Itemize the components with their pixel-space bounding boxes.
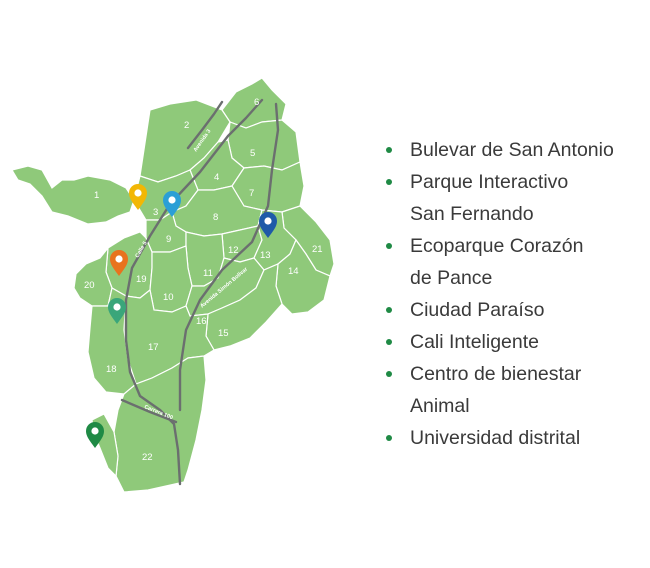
bullet-icon: [386, 243, 392, 249]
district-number-3: 3: [153, 207, 158, 218]
district-5: [227, 119, 301, 171]
legend-item-label: Ciudad Paraíso: [410, 299, 545, 321]
legend-item: Cali Inteligente: [380, 326, 614, 358]
places-legend: Bulevar de San Antonio Parque Interactiv…: [380, 134, 614, 454]
district-number-17: 17: [148, 342, 159, 353]
legend-item-label: Parque Interactivo: [410, 171, 569, 193]
pin-teal-marker-icon[interactable]: [108, 298, 126, 324]
pin-orange-marker-icon[interactable]: [110, 250, 128, 276]
legend-item-label: Cali Inteligente: [410, 331, 539, 353]
legend-item-label: Centro de bienestar: [410, 363, 582, 385]
road-simon-bolivar: [178, 102, 280, 412]
district-number-13: 13: [260, 250, 271, 261]
pin-teal-body: [108, 298, 126, 324]
district-20: [73, 246, 113, 307]
legend-item: Universidad distrital: [380, 422, 614, 454]
map-pins: [86, 184, 277, 448]
district-15: [205, 263, 283, 351]
pin-yellow-dot: [134, 189, 142, 197]
road-carrera-100: [120, 398, 178, 424]
district-numbers: 1 2 3 4 5 6 7 8 9 10 11 12 13 14 15 16 1…: [84, 97, 323, 463]
legend-item: Parque Interactivo San Fernando: [380, 166, 614, 230]
district-number-21: 21: [312, 244, 323, 255]
pin-blue-body: [163, 191, 181, 217]
legend-item-label: Ecoparque Corazón: [410, 235, 584, 257]
legend-item-label: Bulevar de San Antonio: [410, 139, 614, 161]
district-number-19: 19: [136, 274, 147, 285]
pin-blue-dot: [168, 196, 176, 204]
district-number-5: 5: [250, 148, 255, 159]
district-number-20: 20: [84, 280, 95, 291]
legend-item-label-line2: San Fernando: [410, 203, 534, 225]
district-number-14: 14: [288, 266, 299, 277]
district-number-2: 2: [184, 120, 189, 131]
district-number-6: 6: [254, 97, 259, 108]
district-number-7: 7: [249, 188, 254, 199]
legend-item-label-line2: Animal: [410, 395, 470, 417]
pin-green-marker-icon[interactable]: [86, 422, 104, 448]
city-map: Avenida 3 Calle 5 Avenida Simón Bolívar …: [11, 77, 335, 493]
bullet-icon: [386, 147, 392, 153]
district-number-1: 1: [94, 190, 99, 201]
bullet-icon: [386, 371, 392, 377]
district-number-15: 15: [218, 328, 229, 339]
bullet-icon: [386, 435, 392, 441]
district-1: [11, 165, 135, 225]
legend-item: Bulevar de San Antonio: [380, 134, 614, 166]
pin-darkblue-dot: [264, 217, 272, 225]
legend-item: Centro de bienestar Animal: [380, 358, 614, 422]
bullet-icon: [386, 339, 392, 345]
bullet-icon: [386, 307, 392, 313]
district-number-10: 10: [163, 292, 174, 303]
pin-green-dot: [91, 427, 99, 435]
district-number-4: 4: [214, 172, 219, 183]
pin-darkblue-marker-icon[interactable]: [259, 212, 277, 238]
district-number-11: 11: [203, 268, 213, 279]
pin-orange-body: [110, 250, 128, 276]
pin-yellow-body: [129, 184, 147, 210]
districts: [11, 77, 335, 493]
legend-item: Ecoparque Corazón de Pance: [380, 230, 614, 294]
legend-item-label: Universidad distrital: [410, 427, 581, 449]
pin-orange-dot: [115, 255, 123, 263]
district-number-18: 18: [106, 364, 117, 375]
pin-teal-dot: [113, 303, 121, 311]
pin-yellow-marker-icon[interactable]: [129, 184, 147, 210]
road-avenida-3: [186, 100, 224, 150]
roads: [120, 98, 280, 486]
district-number-12: 12: [228, 245, 239, 256]
pin-green-body: [86, 422, 104, 448]
map-svg: Avenida 3 Calle 5 Avenida Simón Bolívar …: [11, 77, 335, 493]
district-number-16: 16: [196, 316, 207, 327]
district-number-8: 8: [213, 212, 218, 223]
pin-darkblue-body: [259, 212, 277, 238]
pin-blue-marker-icon[interactable]: [163, 191, 181, 217]
legend-item: Ciudad Paraíso: [380, 294, 614, 326]
legend-item-label-line2: de Pance: [410, 267, 493, 289]
bullet-icon: [386, 179, 392, 185]
district-number-22: 22: [142, 452, 153, 463]
district-number-9: 9: [166, 234, 171, 245]
